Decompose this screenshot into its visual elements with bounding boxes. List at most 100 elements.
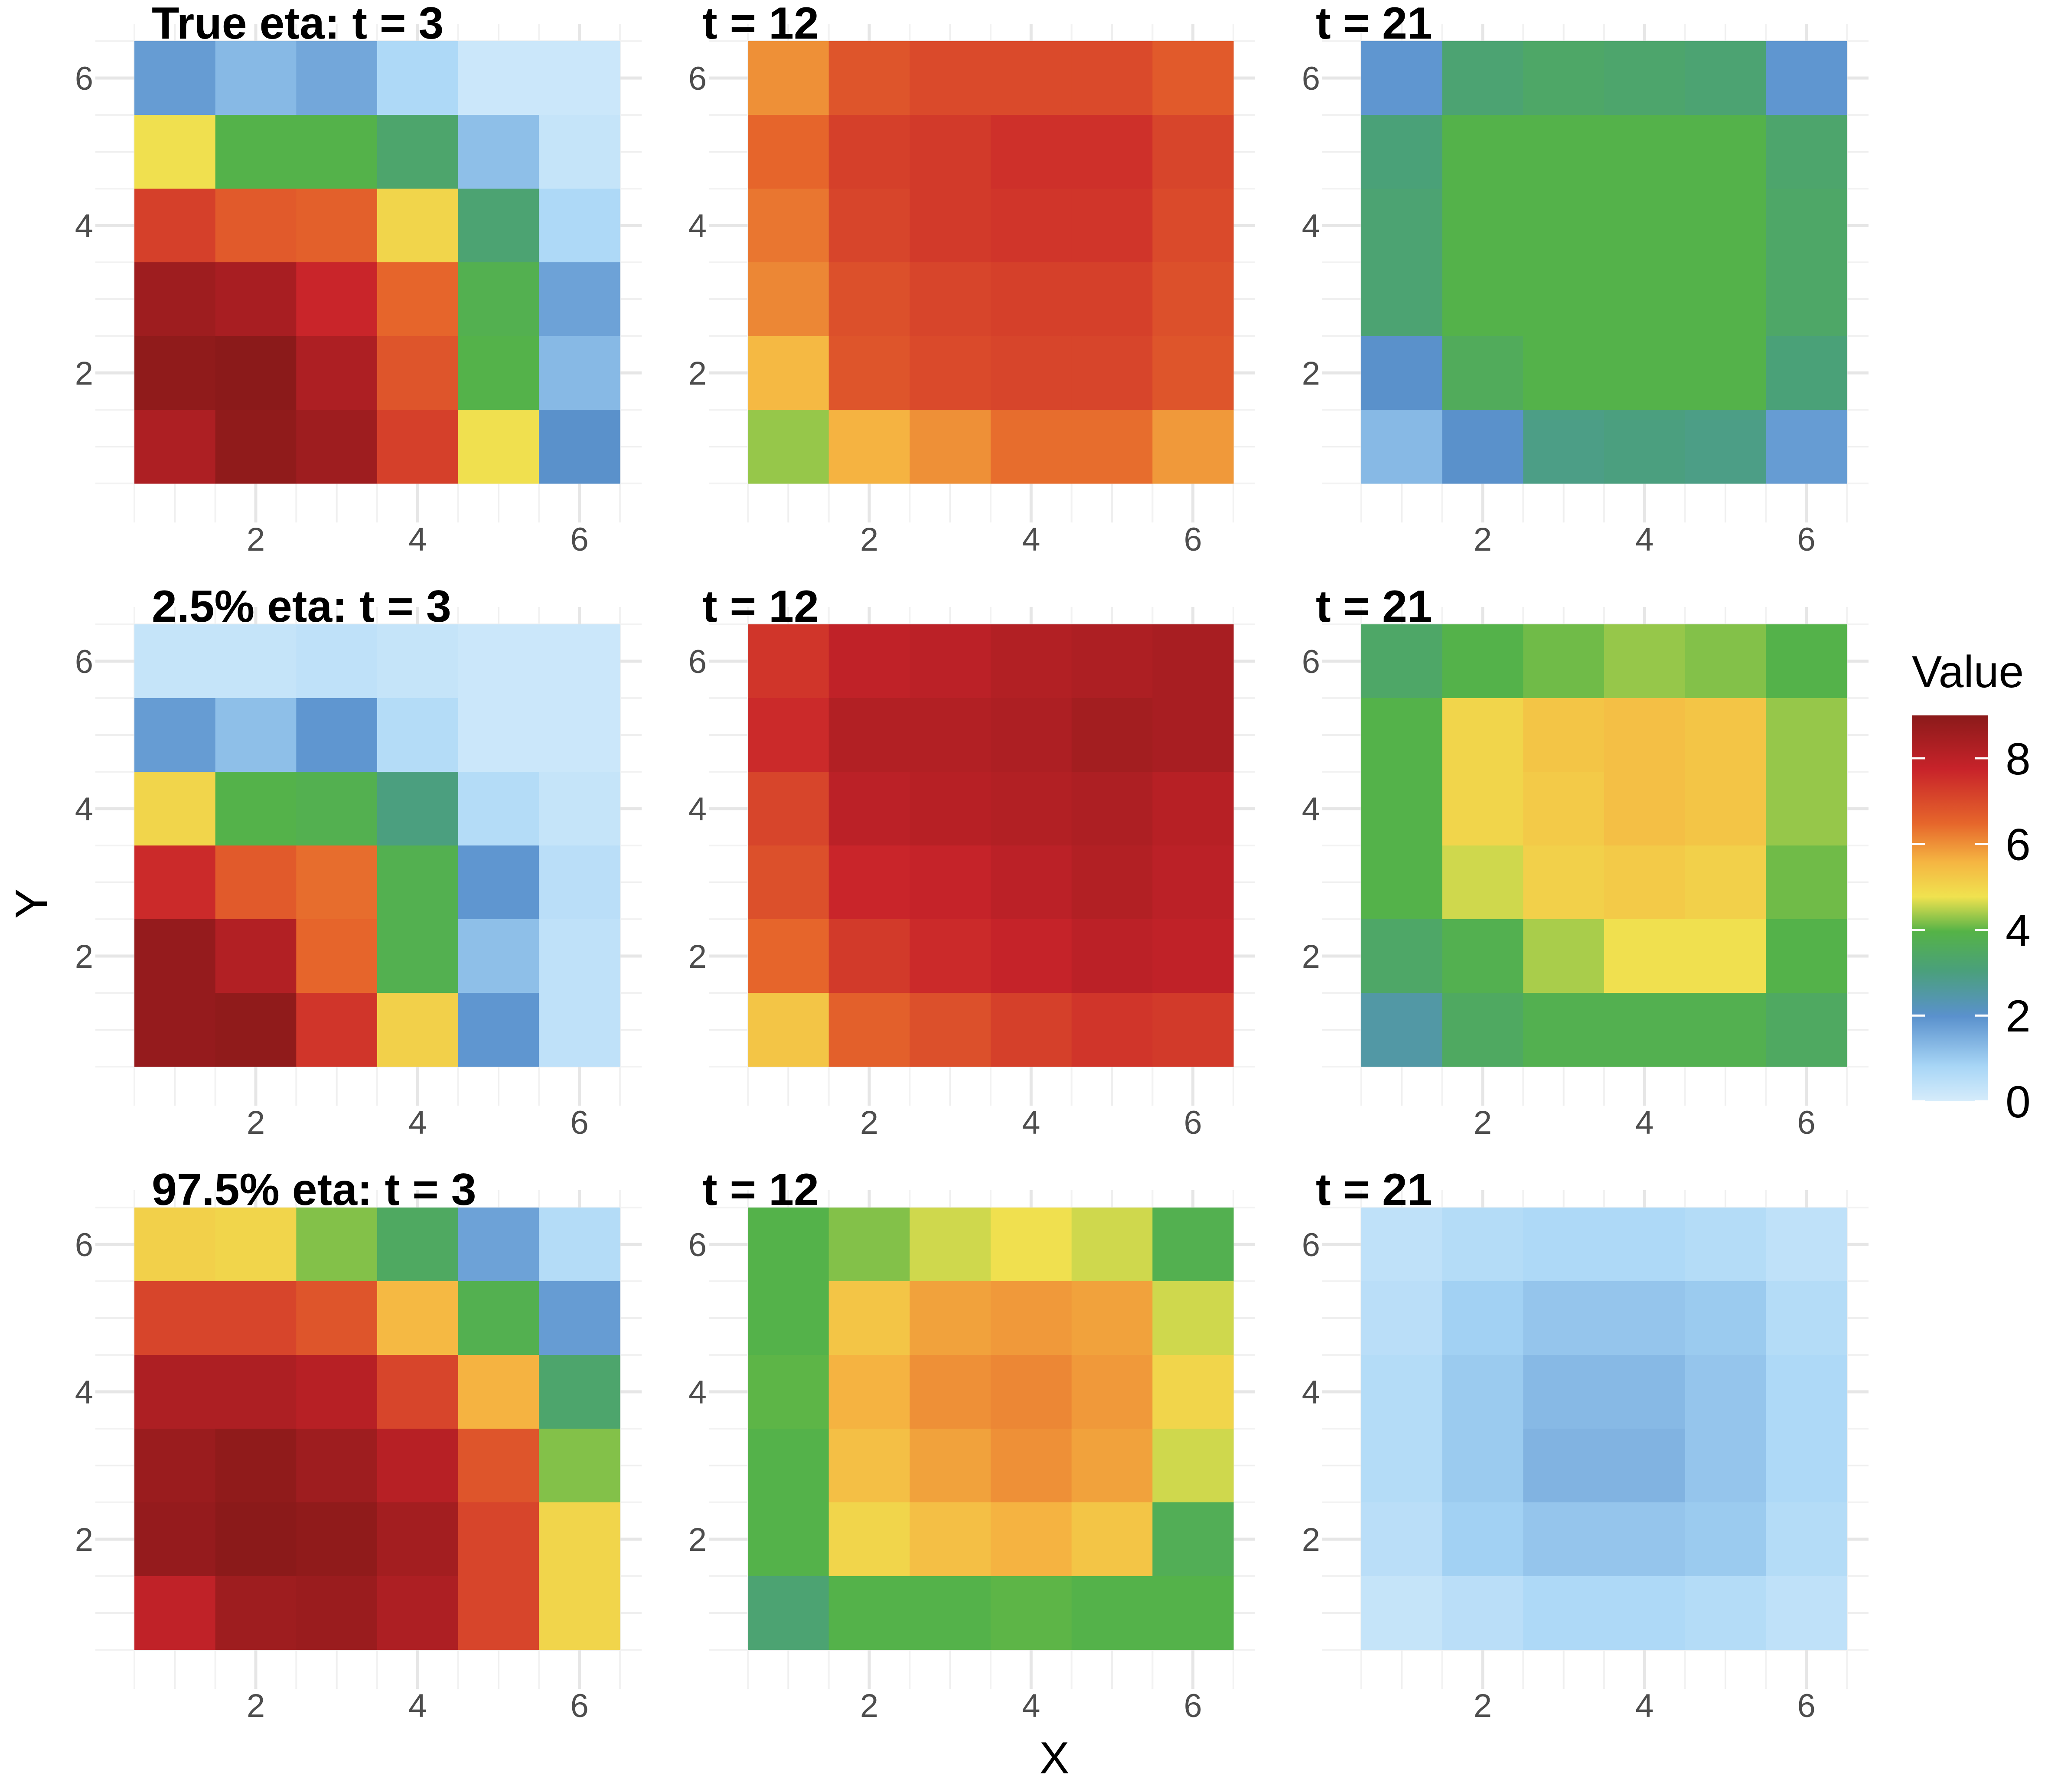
heatmap-cell: [134, 1429, 216, 1503]
heatmap-cell: [215, 1576, 297, 1650]
heatmap-cell: [1442, 698, 1523, 772]
heatmap-cell: [1523, 624, 1604, 699]
heatmap-cell: [458, 845, 539, 920]
heatmap-cell: [458, 1355, 539, 1429]
heatmap-cell: [215, 624, 297, 699]
heatmap-cell: [991, 993, 1072, 1067]
heatmap-cell: [1361, 993, 1443, 1067]
heatmap-cell: [1361, 189, 1443, 263]
panel-tiles: [748, 41, 1234, 484]
y-tick-label: 2: [688, 1521, 707, 1558]
heatmap-cell: [1685, 993, 1766, 1067]
heatmap-cell: [1442, 845, 1523, 920]
heatmap-cell: [296, 262, 378, 336]
heatmap-cell: [1523, 336, 1604, 410]
heatmap-cell: [910, 1281, 991, 1355]
y-tick-label: 6: [1302, 60, 1320, 97]
heatmap-cell: [748, 919, 829, 993]
heatmap-cell: [1442, 1208, 1523, 1282]
heatmap-cell: [1523, 845, 1604, 920]
x-tick-label: 2: [1474, 1104, 1492, 1141]
x-tick-label: 4: [1635, 1104, 1653, 1141]
heatmap-cell: [296, 845, 378, 920]
heatmap-cell: [1685, 189, 1766, 263]
heatmap-cell: [1523, 115, 1604, 189]
heatmap-cell: [910, 262, 991, 336]
heatmap-cell: [539, 698, 620, 772]
heatmap-cell: [910, 1576, 991, 1650]
heatmap-cell: [828, 410, 910, 484]
heatmap-cell: [910, 189, 991, 263]
heatmap-cell: [748, 1429, 829, 1503]
y-tick-label: 6: [75, 643, 93, 680]
heatmap-cell: [1442, 1355, 1523, 1429]
heatmap-cell: [1604, 1208, 1686, 1282]
heatmap-cell: [828, 845, 910, 920]
heatmap-cell: [1766, 1429, 1847, 1503]
heatmap-cell: [1685, 336, 1766, 410]
heatmap-cell: [458, 624, 539, 699]
heatmap-cell: [748, 698, 829, 772]
heatmap-cell: [1152, 1281, 1234, 1355]
heatmap-cell: [748, 1502, 829, 1577]
heatmap-cell: [377, 189, 459, 263]
heatmap-cell: [1766, 410, 1847, 484]
heatmap-cell: [910, 845, 991, 920]
heatmap-cell: [1604, 1355, 1686, 1429]
heatmap-cell: [1071, 336, 1153, 410]
heatmap-cell: [1685, 410, 1766, 484]
heatmap-cell: [377, 1576, 459, 1650]
legend-tick-label: 2: [2006, 991, 2031, 1041]
heatmap-cell: [377, 845, 459, 920]
heatmap-cell: [1442, 1429, 1523, 1503]
heatmap-cell: [748, 41, 829, 115]
panel-4: 2 4 6 2 4 6 2.5% eta: t = 3: [75, 581, 642, 1141]
heatmap-cell: [1071, 845, 1153, 920]
heatmap-cell: [1152, 115, 1234, 189]
heatmap-cell: [1361, 1281, 1443, 1355]
heatmap-cell: [1766, 41, 1847, 115]
y-tick-label: 2: [75, 355, 93, 392]
heatmap-cell: [1523, 1355, 1604, 1429]
legend-colorbar: [1912, 715, 1988, 1101]
heatmap-cell: [1152, 1576, 1234, 1650]
heatmap-cell: [215, 262, 297, 336]
heatmap-cell: [1685, 698, 1766, 772]
heatmap-cell: [458, 189, 539, 263]
legend-title: Value: [1912, 647, 2024, 697]
y-tick-label: 2: [1302, 938, 1320, 975]
heatmap-cell: [296, 189, 378, 263]
heatmap-cell: [910, 410, 991, 484]
heatmap-cell: [1523, 1208, 1604, 1282]
heatmap-cell: [1152, 1429, 1234, 1503]
x-tick-label: 6: [571, 1104, 589, 1141]
heatmap-cell: [828, 919, 910, 993]
heatmap-cell: [377, 919, 459, 993]
heatmap-cell: [1152, 336, 1234, 410]
heatmap-cell: [1685, 1429, 1766, 1503]
heatmap-cell: [991, 1502, 1072, 1577]
heatmap-cell: [1152, 410, 1234, 484]
x-tick-label: 2: [1474, 521, 1492, 558]
heatmap-cell: [1523, 919, 1604, 993]
y-tick-label: 2: [688, 938, 707, 975]
heatmap-cell: [828, 1355, 910, 1429]
panel-5: 2 4 6 2 4 6 t = 12: [688, 581, 1255, 1141]
heatmap-cell: [377, 993, 459, 1067]
heatmap-cell: [748, 189, 829, 263]
y-tick-label: 6: [1302, 643, 1320, 680]
panel-title: t = 12: [702, 0, 819, 49]
heatmap-cell: [991, 698, 1072, 772]
panel-6: 2 4 6 2 4 6 t = 21: [1302, 581, 1869, 1141]
heatmap-cell: [1152, 1502, 1234, 1577]
heatmap-cell: [1766, 993, 1847, 1067]
heatmap-cell: [1071, 1429, 1153, 1503]
heatmap-cell: [1685, 1576, 1766, 1650]
heatmap-cell: [828, 115, 910, 189]
heatmap-cell: [1685, 919, 1766, 993]
heatmap-cell: [377, 772, 459, 846]
heatmap-cell: [296, 1502, 378, 1577]
x-tick-label: 2: [860, 521, 878, 558]
heatmap-cell: [1361, 919, 1443, 993]
heatmap-cell: [1766, 336, 1847, 410]
